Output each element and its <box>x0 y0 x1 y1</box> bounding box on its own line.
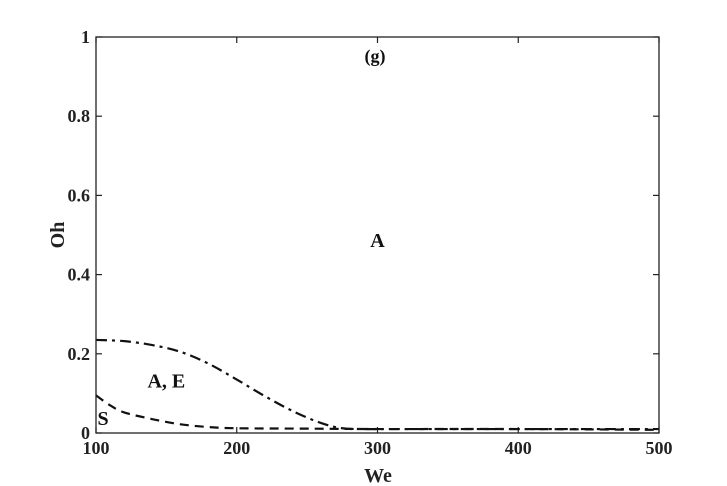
x-tick-label: 300 <box>364 438 391 458</box>
x-axis-label: We <box>364 465 392 486</box>
region-label: A <box>370 230 385 252</box>
plot-frame <box>95 36 660 434</box>
region-label: S <box>97 408 108 430</box>
x-tick-label: 100 <box>83 438 110 458</box>
x-tick-label: 500 <box>646 438 673 458</box>
y-ticks: 0 0.2 0.4 0.6 0.8 1 <box>68 27 659 443</box>
y-tick-label: 1 <box>81 27 90 47</box>
x-ticks: 100 200 300 400 500 <box>83 37 673 458</box>
panel-label: (g) <box>365 46 386 67</box>
series-layer <box>95 338 660 431</box>
x-tick-label: 400 <box>505 438 532 458</box>
boundary-line-2 <box>95 394 660 431</box>
y-tick-label: 0.6 <box>68 185 91 205</box>
region-label: A, E <box>147 370 185 392</box>
y-tick-label: 0.4 <box>68 265 91 285</box>
y-tick-label: 0.8 <box>68 106 91 126</box>
y-tick-label: 0.2 <box>68 344 91 364</box>
y-tick-label: 0 <box>81 423 90 443</box>
y-axis-label: Oh <box>47 222 69 249</box>
annotation-layer: A A, E S <box>97 230 385 430</box>
x-tick-label: 200 <box>223 438 250 458</box>
